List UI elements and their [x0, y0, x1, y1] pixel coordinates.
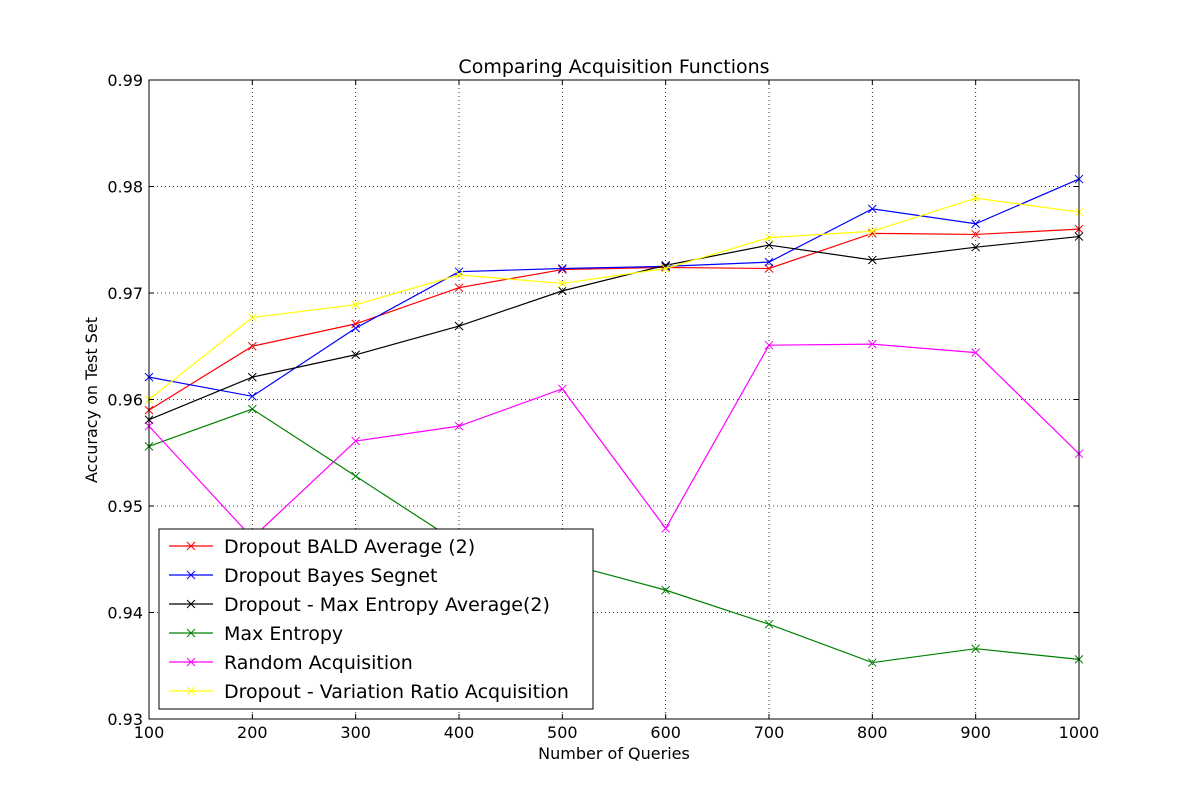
- data-point-marker: [971, 193, 981, 203]
- data-point-marker: [557, 264, 567, 273]
- legend-label: Dropout Bayes Segnet: [224, 565, 437, 587]
- data-point-marker: [557, 265, 567, 274]
- data-point-marker: [454, 321, 464, 331]
- legend-label: Dropout - Max Entropy Average(2): [224, 594, 550, 616]
- data-point-marker: [867, 226, 877, 236]
- data-point-marker: [867, 339, 877, 349]
- legend-marker: [186, 628, 196, 638]
- x-axis-title: Number of Queries: [538, 744, 690, 763]
- series-dropout-bayes-segnet: [144, 174, 1084, 401]
- series-line: [148, 408, 1080, 664]
- data-point-marker: [661, 264, 671, 273]
- y-tick-label: 0.94: [107, 604, 143, 623]
- y-tick-label: 0.96: [107, 391, 143, 410]
- data-point-marker: [351, 300, 361, 310]
- data-point-marker: [454, 283, 464, 293]
- chart-title: Comparing Acquisition Functions: [458, 56, 769, 78]
- series-line: [148, 343, 1080, 539]
- series-line: [148, 197, 1080, 400]
- x-tick-label: 900: [960, 723, 991, 742]
- legend-box: [158, 528, 594, 710]
- legend-entry: Dropout - Max Entropy Average(2): [169, 594, 550, 616]
- series-lines: [144, 174, 1084, 667]
- y-tick-label: 0.98: [107, 178, 143, 197]
- data-point-marker: [971, 242, 981, 252]
- y-tick-label: 0.97: [107, 284, 143, 303]
- data-point-marker: [764, 619, 774, 629]
- legend-label: Dropout - Variation Ratio Acquisition: [224, 681, 569, 703]
- series-line: [148, 178, 1080, 397]
- x-tick-label: 400: [444, 723, 475, 742]
- data-point-marker: [971, 230, 981, 239]
- data-point-marker: [764, 257, 774, 267]
- data-point-marker: [557, 384, 567, 394]
- data-point-marker: [661, 524, 671, 533]
- data-point-marker: [867, 658, 877, 667]
- legend: Dropout BALD Average (2) Dropout Bayes Se…: [158, 528, 594, 710]
- legend-label: Random Acquisition: [224, 652, 413, 674]
- x-tick-label: 100: [134, 723, 165, 742]
- data-point-marker: [247, 341, 257, 351]
- legend-entry: Dropout BALD Average (2): [169, 536, 475, 558]
- legend-marker: [186, 570, 196, 580]
- data-point-marker: [454, 421, 464, 431]
- legend-label: Max Entropy: [224, 623, 343, 645]
- series-dropout-bald-average-2: [144, 224, 1084, 415]
- legend-entry: Dropout Bayes Segnet: [169, 565, 437, 587]
- legend-marker: [186, 657, 196, 667]
- data-point-marker: [247, 391, 257, 401]
- data-point-marker: [351, 350, 361, 360]
- x-tick-label: 200: [237, 723, 268, 742]
- y-axis-title: Accuracy on Test Set: [82, 317, 101, 483]
- data-point-marker: [764, 233, 774, 242]
- x-tick-label: 600: [650, 723, 681, 742]
- x-tick-label: 1000: [1059, 723, 1100, 742]
- data-point-marker: [351, 436, 361, 446]
- data-point-marker: [557, 286, 567, 296]
- data-point-marker: [454, 267, 464, 277]
- data-point-marker: [247, 404, 257, 414]
- series-line: [148, 235, 1080, 421]
- data-point-marker: [971, 348, 981, 357]
- data-point-marker: [867, 204, 877, 214]
- data-point-marker: [971, 644, 981, 654]
- data-point-marker: [247, 372, 257, 382]
- data-point-marker: [971, 219, 981, 229]
- legend-marker: [186, 686, 196, 696]
- data-point-marker: [351, 471, 361, 481]
- legend-entry: Random Acquisition: [169, 652, 413, 674]
- data-point-marker: [247, 313, 257, 322]
- data-point-marker: [351, 323, 361, 333]
- legend-entry: Dropout - Variation Ratio Acquisition: [169, 681, 569, 703]
- data-point-marker: [661, 585, 671, 595]
- y-tick-label: 0.95: [107, 497, 143, 516]
- series-dropout-max-entropy-average-2: [144, 232, 1084, 425]
- data-point-marker: [764, 240, 774, 250]
- legend-label: Dropout BALD Average (2): [224, 536, 475, 558]
- data-point-marker: [454, 270, 464, 280]
- data-point-marker: [764, 340, 774, 350]
- x-tick-label: 700: [754, 723, 785, 742]
- data-point-marker: [867, 255, 877, 265]
- x-tick-label: 800: [857, 723, 888, 742]
- y-tick-label: 0.93: [107, 710, 143, 729]
- series-line: [148, 228, 1080, 411]
- legend-marker: [186, 599, 196, 609]
- x-tick-label: 500: [547, 723, 578, 742]
- axis-ticks: 100 200 300 400 500 600 700 800 900 1000 0.93 0.94 0…: [107, 71, 1099, 742]
- series-dropout-variation-ratio-acquisition: [144, 193, 1084, 404]
- data-point-marker: [557, 279, 567, 288]
- legend-entry: Max Entropy: [169, 623, 343, 645]
- data-point-marker: [764, 264, 774, 273]
- y-tick-label: 0.99: [107, 71, 143, 90]
- legend-marker: [186, 541, 196, 551]
- x-tick-label: 300: [340, 723, 371, 742]
